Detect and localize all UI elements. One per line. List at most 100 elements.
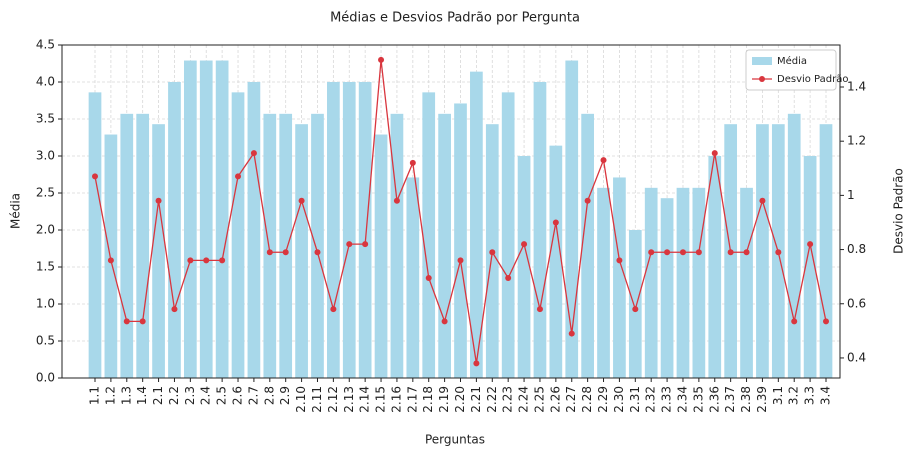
y2-tick-label: 0.4 [847, 350, 866, 364]
bar [692, 187, 706, 378]
bar [422, 92, 436, 379]
point [235, 173, 242, 180]
bar [819, 124, 833, 379]
x-tick-label: 3.3 [803, 386, 817, 405]
point [282, 249, 289, 256]
y-tick-label: 3.0 [36, 149, 55, 163]
bar [342, 82, 356, 378]
x-tick-label: 2.21 [469, 386, 483, 413]
x-tick-label: 2.10 [294, 386, 308, 413]
x-tick-label: 2.30 [612, 386, 626, 413]
bar [565, 60, 579, 378]
point [807, 241, 814, 248]
point [266, 249, 273, 256]
x-tick-label: 2.9 [278, 386, 292, 405]
x-tick-label: 2.14 [358, 386, 372, 413]
legend-swatch [759, 76, 765, 82]
bar [88, 92, 102, 379]
x-tick-label: 2.4 [199, 386, 213, 405]
point [409, 159, 416, 166]
point [457, 257, 464, 264]
bar [311, 113, 324, 378]
bar [644, 187, 658, 378]
bar [549, 145, 563, 378]
x-tick-label: 2.38 [739, 386, 753, 413]
point [107, 257, 114, 264]
plot-frame [61, 44, 841, 379]
point [346, 241, 353, 248]
point [203, 257, 210, 264]
legend-label: Desvio Padrão [777, 74, 848, 85]
bar [136, 113, 150, 378]
x-tick-label: 3.1 [771, 386, 785, 405]
point [139, 318, 146, 325]
bar [104, 134, 118, 378]
point [314, 249, 321, 256]
point [298, 197, 305, 204]
x-tick-label: 2.24 [517, 386, 531, 413]
point [536, 306, 543, 313]
x-tick-label: 2.1 [151, 386, 165, 405]
bar [231, 92, 245, 379]
x-axis-label: Perguntas [425, 433, 485, 447]
x-tick-label: 2.7 [246, 386, 260, 405]
bar [597, 187, 610, 378]
x-tick-label: 3.2 [787, 386, 801, 405]
x-tick-label: 2.32 [644, 386, 658, 413]
bar [676, 187, 690, 378]
bar [470, 71, 483, 378]
x-tick-label: 1.4 [135, 386, 149, 405]
x-tick-label: 2.37 [723, 386, 737, 413]
x-tick-label: 2.17 [405, 386, 419, 413]
point [187, 257, 194, 264]
bar [390, 113, 404, 378]
y-tick-label: 4.0 [36, 75, 55, 89]
y2-tick-label: 0.6 [847, 296, 866, 310]
point [616, 257, 623, 264]
legend-swatch [752, 57, 772, 65]
point [441, 318, 448, 325]
point [791, 318, 798, 325]
point [584, 197, 591, 204]
x-tick-label: 2.16 [389, 386, 403, 413]
x-tick-label: 2.34 [675, 386, 689, 413]
x-tick-label: 2.3 [183, 386, 197, 405]
x-tick-label: 2.26 [548, 386, 562, 413]
point [759, 197, 766, 204]
y-tick-label: 1.0 [36, 297, 55, 311]
x-tick-label: 2.15 [374, 386, 388, 413]
x-tick-label: 2.13 [342, 386, 356, 413]
point [743, 249, 750, 256]
bar [740, 187, 753, 378]
y-tick-label: 4.5 [36, 38, 55, 52]
x-tick-label: 2.28 [580, 386, 594, 413]
point [600, 157, 607, 164]
bar [628, 230, 642, 378]
x-tick-label: 2.11 [310, 386, 324, 413]
x-tick-label: 1.2 [103, 386, 117, 405]
point [568, 330, 575, 337]
bar [660, 198, 674, 378]
bar [581, 113, 594, 378]
bar [454, 103, 467, 379]
point [123, 318, 130, 325]
bar [756, 124, 769, 379]
bar [517, 156, 531, 378]
bar [152, 124, 165, 379]
bar [406, 177, 420, 378]
point [521, 241, 528, 248]
bar [501, 92, 515, 379]
bar [358, 82, 372, 378]
x-tick-label: 2.23 [501, 386, 515, 413]
x-tick-label: 1.3 [119, 386, 133, 405]
bar [787, 113, 801, 378]
x-tick-label: 2.18 [421, 386, 435, 413]
point [679, 249, 686, 256]
point [823, 318, 829, 325]
x-tick-label: 2.35 [691, 386, 705, 413]
point [552, 219, 559, 226]
x-tick-label: 2.12 [326, 386, 340, 413]
y2-tick-label: 0.8 [847, 242, 866, 256]
point [92, 173, 98, 180]
